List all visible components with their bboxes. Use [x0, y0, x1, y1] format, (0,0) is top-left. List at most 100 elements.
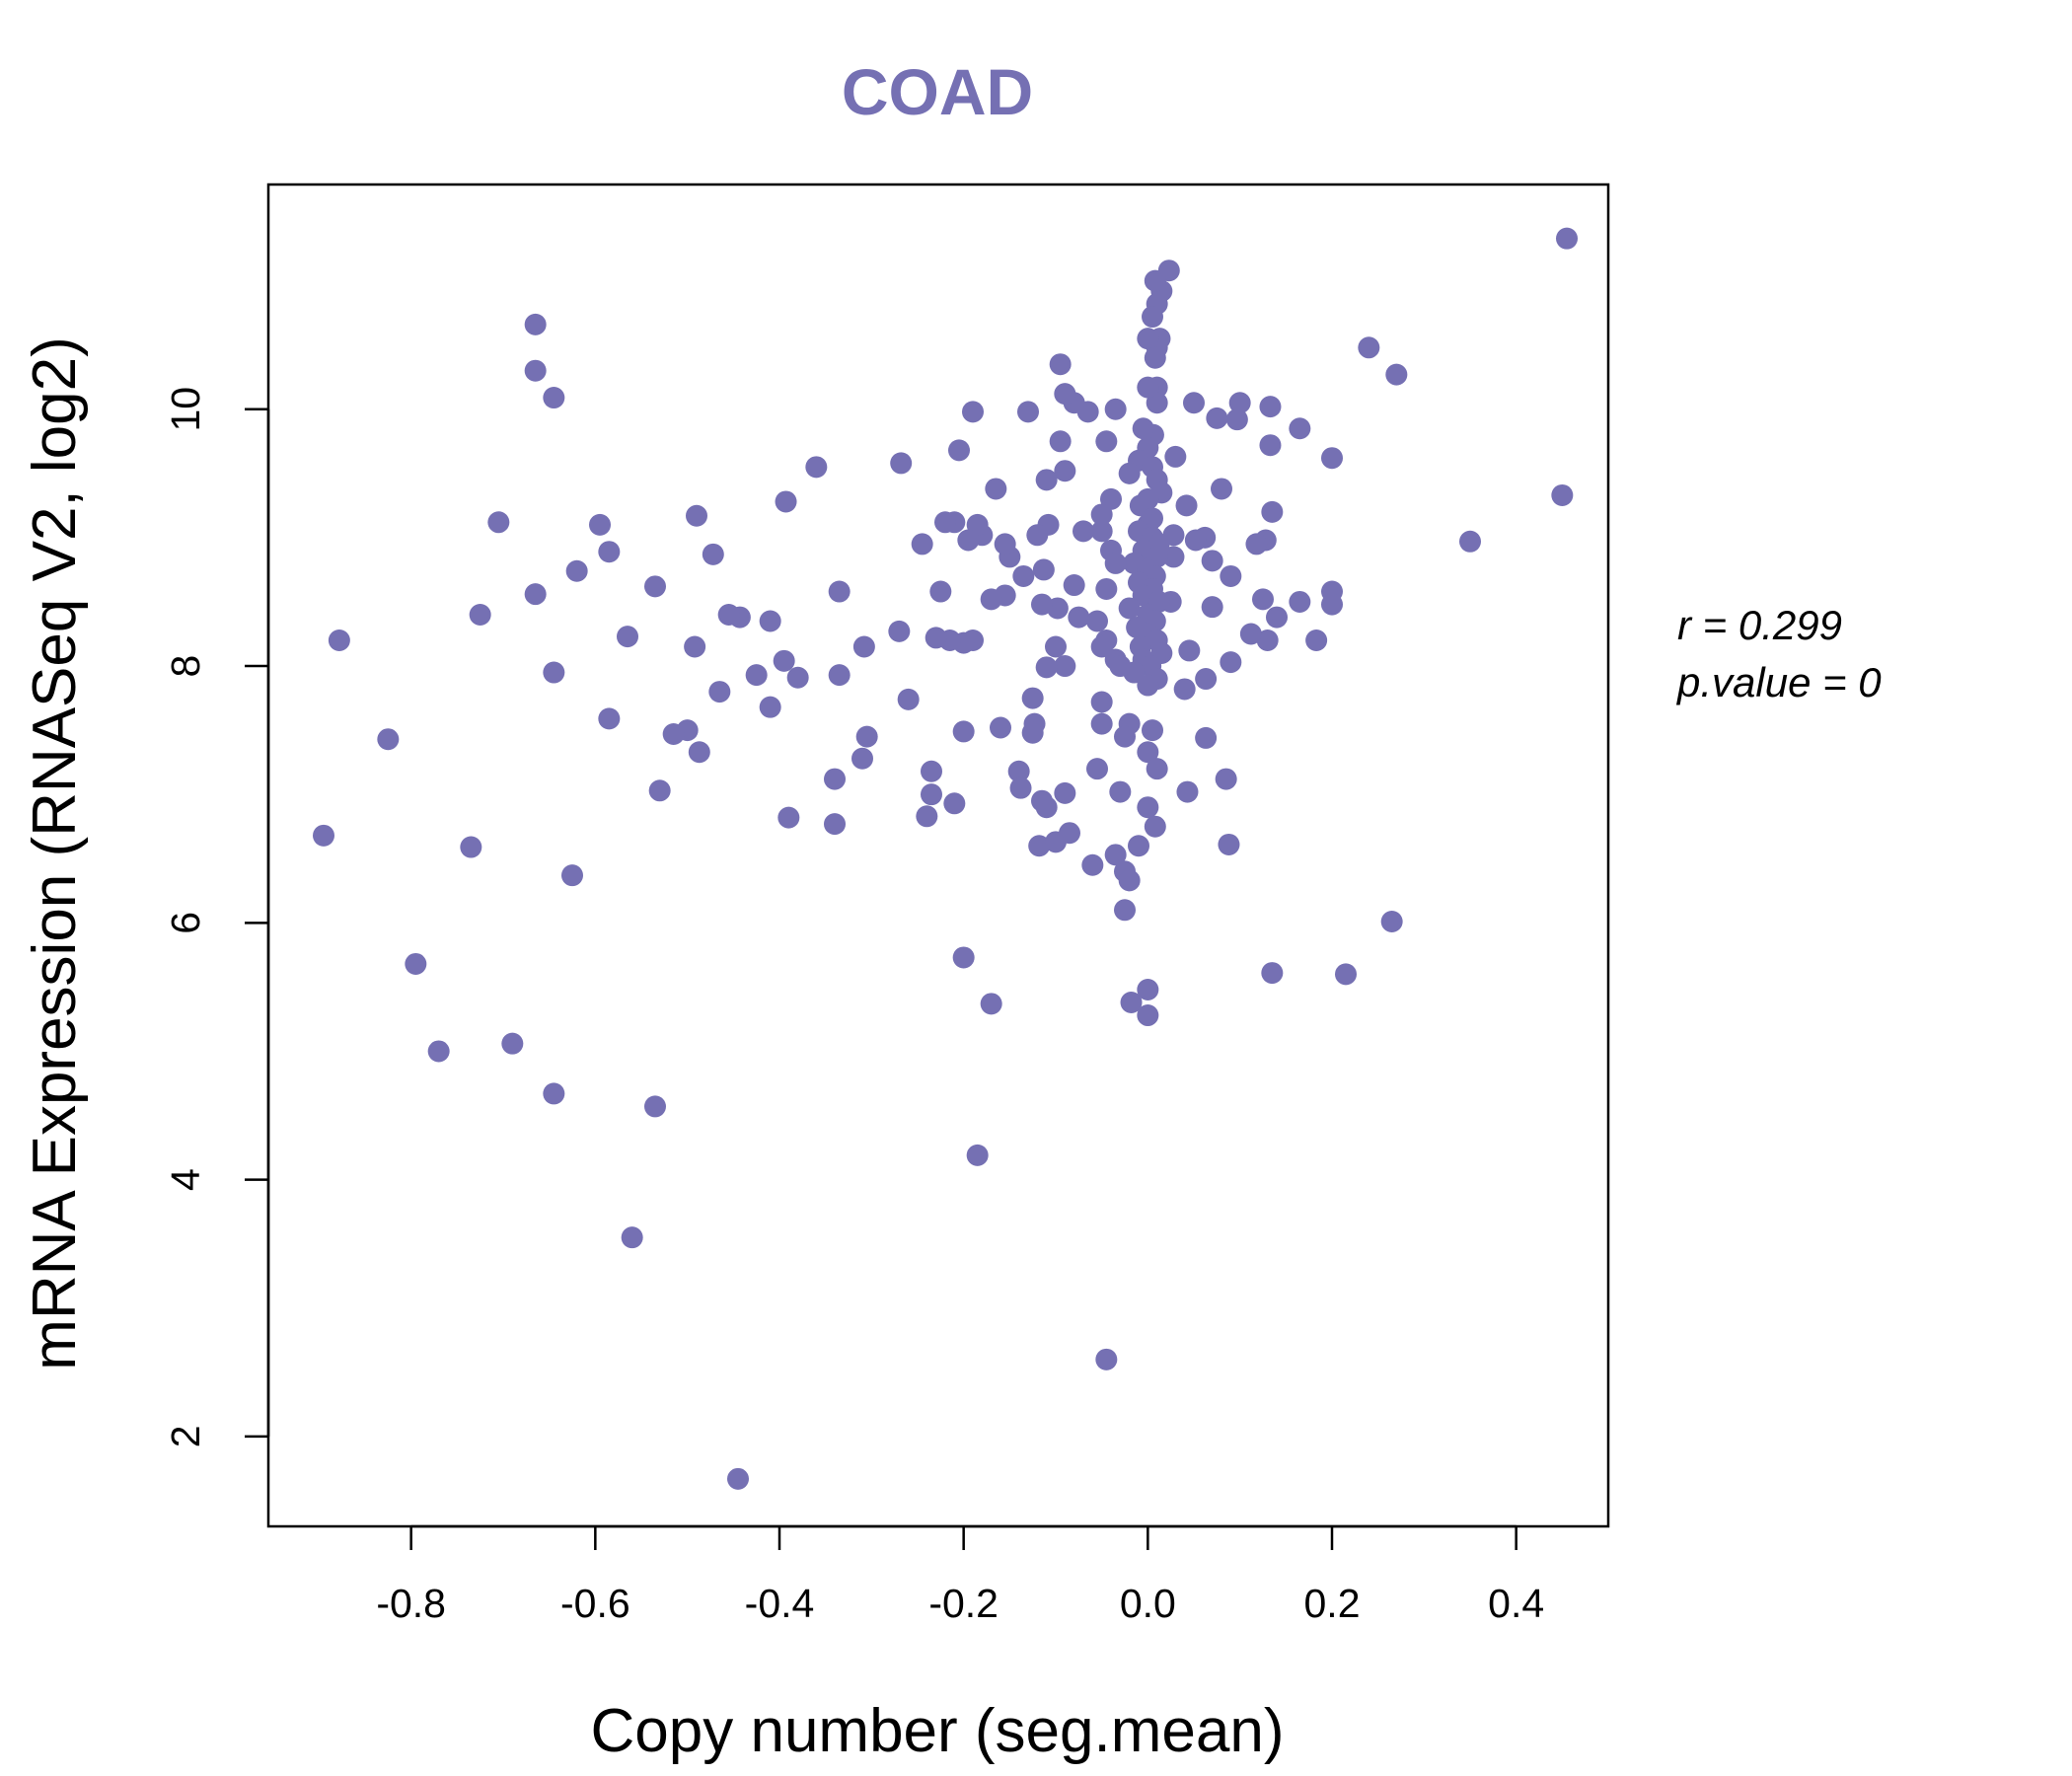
data-point [890, 452, 913, 475]
y-tick-label: 10 [163, 387, 208, 432]
data-point [328, 629, 350, 652]
data-point [1137, 979, 1159, 1000]
data-point [1211, 478, 1232, 500]
data-point [1118, 869, 1141, 892]
data-point [1256, 629, 1279, 652]
data-point [1380, 911, 1403, 933]
data-point [1146, 758, 1168, 780]
data-point [1054, 655, 1076, 678]
data-point [543, 661, 565, 684]
data-point [1261, 500, 1284, 523]
data-point [897, 688, 920, 710]
data-point [1068, 606, 1090, 629]
data-point [1109, 780, 1132, 803]
data-point [990, 716, 1011, 739]
data-point [1054, 781, 1076, 804]
data-point [1137, 741, 1159, 764]
data-point [934, 511, 956, 534]
data-point [1031, 593, 1053, 616]
x-axis-label: Copy number (seg.mean) [591, 1697, 1285, 1765]
data-point [1220, 564, 1242, 587]
data-point [1195, 668, 1218, 691]
data-point [524, 583, 547, 606]
data-point [855, 725, 878, 748]
data-point [1551, 483, 1574, 506]
data-point [1021, 687, 1044, 709]
data-point [1183, 392, 1205, 414]
data-point [1144, 815, 1166, 838]
data-point [1228, 392, 1251, 414]
data-point [957, 529, 980, 552]
data-point [1054, 460, 1076, 482]
data-point [1137, 1004, 1159, 1027]
data-point [598, 541, 621, 563]
data-point [828, 580, 851, 603]
data-point [921, 760, 942, 782]
data-point [1261, 962, 1284, 985]
data-point [1245, 533, 1268, 555]
data-point [1137, 674, 1159, 697]
data-point [1114, 899, 1136, 922]
data-point [644, 575, 666, 598]
data-point [1009, 777, 1032, 799]
data-point [1104, 552, 1127, 574]
data-point [759, 610, 781, 632]
data-point [1049, 353, 1072, 376]
data-point [684, 635, 706, 658]
data-point [1109, 655, 1132, 678]
data-point [469, 603, 491, 626]
data-point [1095, 430, 1118, 453]
data-point [852, 635, 875, 658]
data-point [561, 864, 583, 887]
data-point [828, 664, 851, 687]
data-point [851, 747, 873, 770]
x-tick-label: 0.2 [1304, 1581, 1361, 1626]
data-point [1142, 719, 1163, 742]
data-point [313, 824, 334, 847]
data-point [727, 1467, 749, 1490]
data-point [911, 533, 933, 555]
data-point [980, 993, 1002, 1015]
x-tick-label: -0.6 [560, 1581, 630, 1626]
y-axis-label: mRNA Expression (RNASeq V2, log2) [21, 336, 89, 1370]
data-point [487, 511, 510, 534]
data-point [1021, 721, 1044, 744]
data-point [1201, 550, 1223, 572]
data-point [589, 513, 611, 536]
data-point [1035, 469, 1058, 491]
data-point [1059, 822, 1080, 845]
data-point [405, 952, 427, 975]
data-point [962, 401, 984, 423]
data-point [1305, 629, 1328, 652]
data-point [948, 439, 970, 462]
data-point [1215, 768, 1237, 790]
data-point [745, 664, 768, 687]
data-point [1164, 445, 1187, 468]
data-point [1090, 712, 1113, 735]
data-point [543, 1082, 565, 1105]
data-point [565, 559, 588, 582]
data-point [1252, 588, 1274, 611]
data-point [501, 1032, 524, 1055]
data-point [1175, 494, 1198, 517]
data-point [1289, 590, 1311, 613]
data-point [1259, 396, 1282, 418]
data-point [1321, 593, 1343, 616]
data-point [805, 456, 828, 479]
data-point [524, 359, 547, 382]
data-point [1201, 596, 1223, 619]
data-point [688, 741, 710, 764]
data-point [598, 707, 621, 730]
data-point [1086, 610, 1108, 632]
data-point [1266, 606, 1288, 629]
data-point [1128, 835, 1149, 857]
data-point [921, 783, 942, 806]
data-point [1142, 306, 1163, 329]
data-point [524, 313, 547, 335]
correlation-p-value: p.value = 0 [1675, 659, 1882, 705]
data-point [929, 580, 952, 603]
data-point [621, 1226, 643, 1249]
data-point [1132, 417, 1154, 440]
data-point [1321, 447, 1343, 470]
